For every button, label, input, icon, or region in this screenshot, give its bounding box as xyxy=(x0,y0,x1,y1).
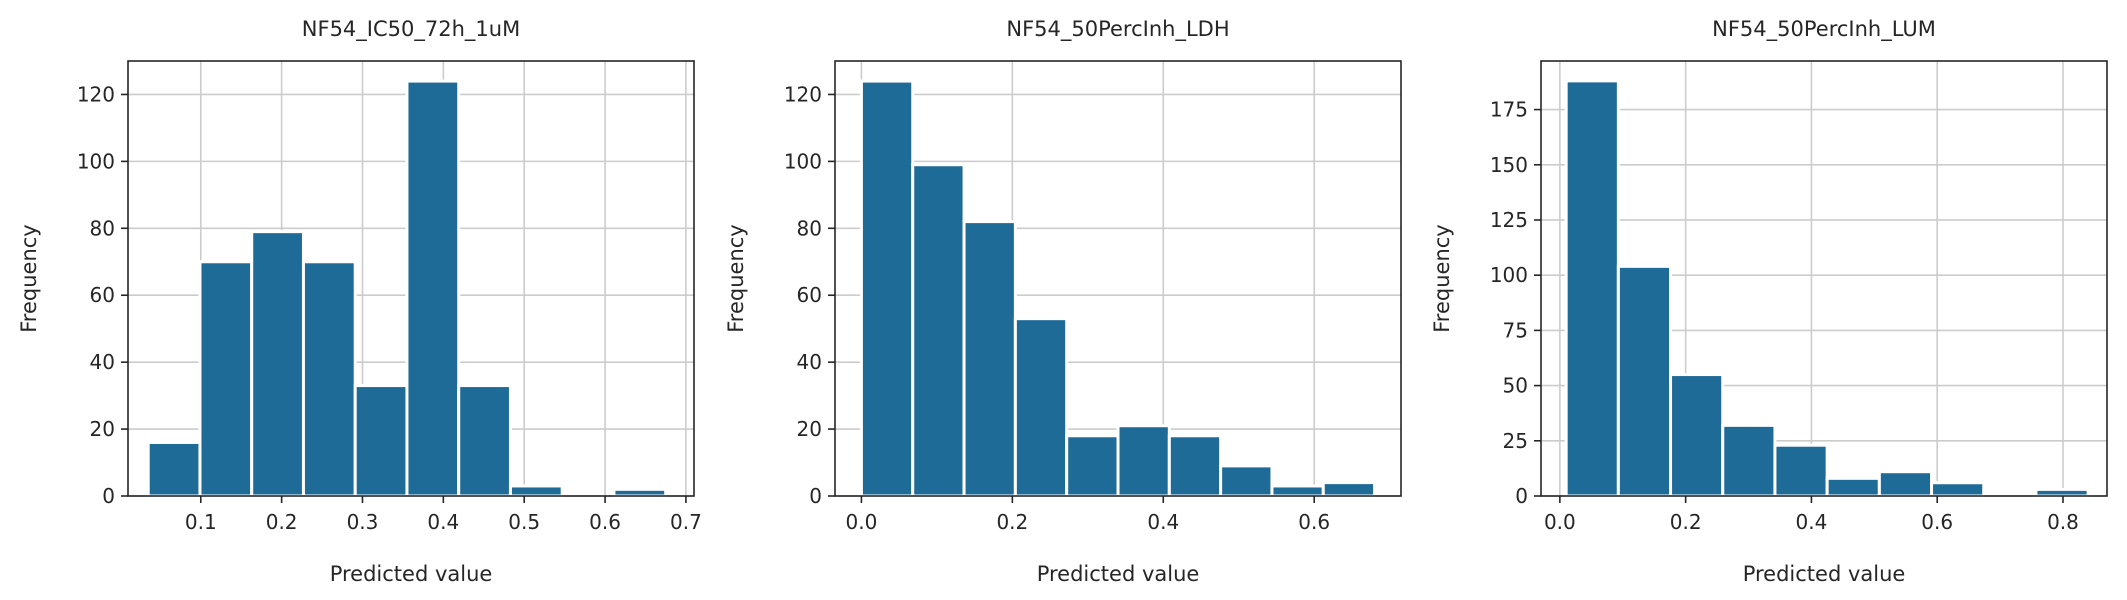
histogram-bar xyxy=(1930,481,1986,498)
y-tick-label: 0 xyxy=(1515,484,1528,508)
plot-frame xyxy=(127,60,695,497)
x-tick-label: 0.4 xyxy=(1147,510,1179,534)
y-tick-label: 175 xyxy=(1490,98,1528,122)
histogram-panel-2: 0.0 0.2 0.4 0.6 0 20 40 60 80 100 120 NF54_50PercIn… xyxy=(724,17,1402,586)
x-axis-label: Predicted value xyxy=(1743,562,1906,586)
histogram-bar xyxy=(612,487,668,498)
x-tick-label: 0.4 xyxy=(1796,510,1828,534)
histogram-bar xyxy=(1167,434,1223,498)
y-tick-label: 50 xyxy=(1503,374,1528,398)
chart-title: NF54_50PercInh_LDH xyxy=(1006,17,1229,42)
histogram-bar xyxy=(911,163,966,498)
histogram-panel-3: 0.0 0.2 0.4 0.6 0.8 0 25 50 75 100 125 150 175 NF54_5… xyxy=(1430,17,2108,586)
y-tick-label: 80 xyxy=(90,216,115,240)
histogram-bar xyxy=(859,79,915,498)
y-axis-label: Frequency xyxy=(724,224,748,333)
plot-frame xyxy=(834,60,1402,497)
histogram-bar xyxy=(1721,423,1777,498)
histogram-bar xyxy=(1065,434,1120,498)
histogram-bar xyxy=(1564,79,1620,498)
histogram-bar xyxy=(301,260,357,498)
x-tick-label: 0.7 xyxy=(670,510,702,534)
y-tick-label: 100 xyxy=(784,149,822,173)
x-tick-label: 0.8 xyxy=(2047,510,2079,534)
y-tick-label: 100 xyxy=(77,149,115,173)
y-tick-label: 120 xyxy=(77,82,115,106)
histogram-bar xyxy=(1616,264,1673,498)
histogram-bar xyxy=(405,79,461,498)
histogram-bar xyxy=(198,260,254,498)
histogram-bar xyxy=(353,384,409,498)
x-tick-label: 0.1 xyxy=(185,510,217,534)
y-tick-label: 60 xyxy=(797,283,822,307)
histogram-bar xyxy=(1116,424,1171,498)
histogram-bar xyxy=(1219,464,1274,498)
x-tick-label: 0.6 xyxy=(589,510,621,534)
y-tick-label: 60 xyxy=(90,283,115,307)
x-tick-label: 0.4 xyxy=(427,510,459,534)
x-tick-label: 0.0 xyxy=(1544,510,1576,534)
histogram-bar xyxy=(457,384,512,498)
x-tick-label: 0.0 xyxy=(846,510,878,534)
y-tick-label: 40 xyxy=(797,350,822,374)
y-tick-label: 125 xyxy=(1490,208,1528,232)
x-tick-label: 0.6 xyxy=(1298,510,1330,534)
histogram-bar xyxy=(1825,476,1881,498)
x-tick-label: 0.2 xyxy=(1670,510,1702,534)
y-tick-label: 0 xyxy=(809,484,822,508)
y-tick-label: 20 xyxy=(90,417,115,441)
histogram-panel-1: 0.1 0.2 0.3 0.4 0.5 0.6 0.7 0 20 40 60 80 100 120 NF54… xyxy=(17,17,702,586)
histogram-bar xyxy=(1877,470,1934,498)
y-tick-label: 25 xyxy=(1503,429,1528,453)
y-tick-label: 120 xyxy=(784,82,822,106)
y-tick-label: 100 xyxy=(1490,263,1528,287)
histogram-bar xyxy=(508,484,564,498)
y-tick-label: 80 xyxy=(797,216,822,240)
x-axis-label: Predicted value xyxy=(1037,562,1200,586)
y-axis-label: Frequency xyxy=(17,224,41,333)
y-tick-label: 20 xyxy=(797,417,822,441)
histogram-bar xyxy=(1270,484,1325,498)
plot-frame xyxy=(1540,60,2108,497)
x-tick-label: 0.2 xyxy=(996,510,1028,534)
y-tick-label: 40 xyxy=(90,350,115,374)
histogram-bar xyxy=(146,440,202,498)
histogram-bar xyxy=(1321,481,1377,498)
y-axis-label: Frequency xyxy=(1430,224,1454,333)
histogram-bar xyxy=(962,220,1017,498)
x-tick-label: 0.6 xyxy=(1921,510,1953,534)
y-tick-label: 75 xyxy=(1503,318,1528,342)
x-tick-label: 0.2 xyxy=(266,510,298,534)
x-axis-label: Predicted value xyxy=(330,562,493,586)
histogram-bar xyxy=(1773,443,1829,498)
y-tick-label: 0 xyxy=(102,484,115,508)
y-tick-label: 150 xyxy=(1490,153,1528,177)
x-tick-label: 0.5 xyxy=(508,510,540,534)
histogram-bar xyxy=(2034,487,2090,498)
histogram-bar xyxy=(1669,373,1725,498)
chart-title: NF54_50PercInh_LUM xyxy=(1712,17,1936,42)
chart-title: NF54_IC50_72h_1uM xyxy=(302,17,520,42)
x-tick-label: 0.3 xyxy=(347,510,379,534)
histogram-bar xyxy=(250,230,305,498)
histogram-bar xyxy=(1013,317,1069,498)
